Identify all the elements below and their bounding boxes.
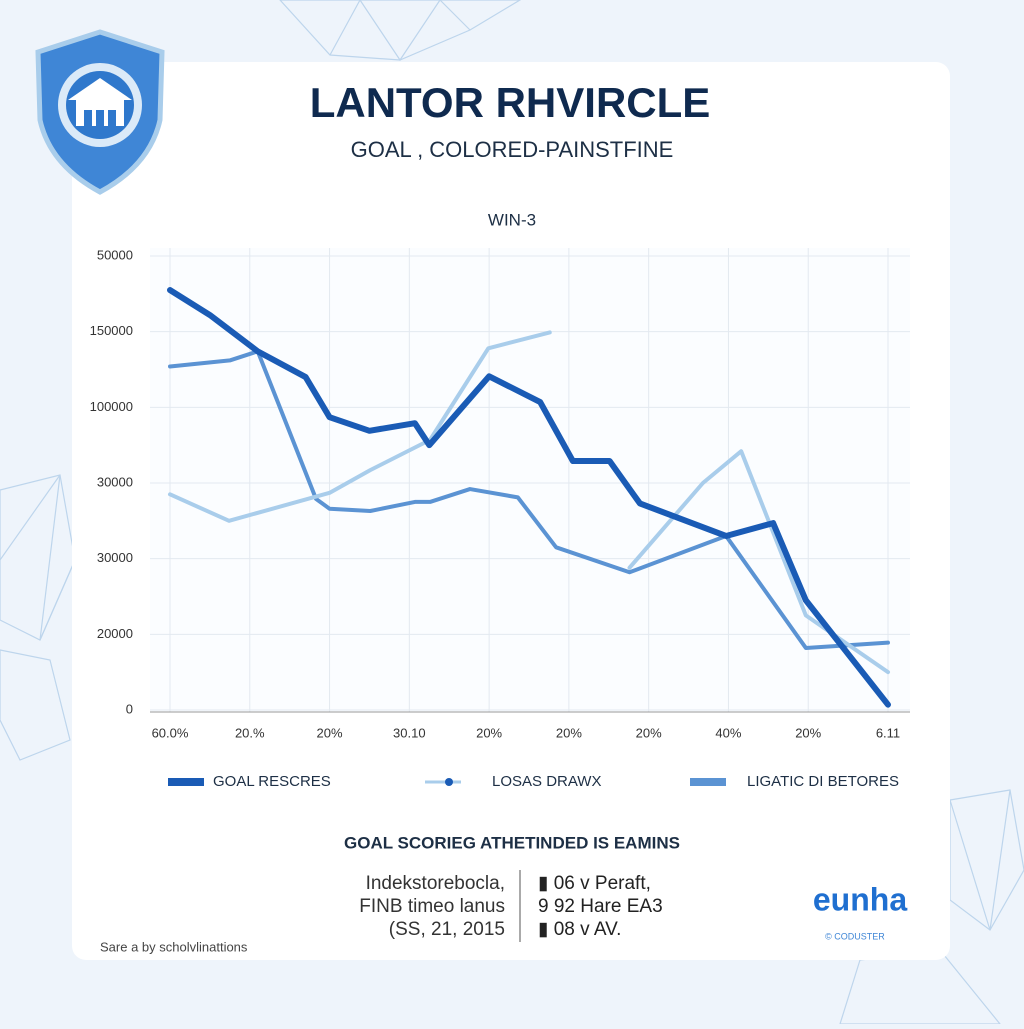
shield-logo	[35, 29, 165, 195]
plot-area	[150, 248, 910, 712]
y-tick-label: 30000	[97, 550, 133, 565]
legend-label: GOAL RESCRES	[213, 773, 331, 790]
y-tick-label: 0	[126, 701, 133, 716]
x-tick-label: 20%	[795, 725, 821, 740]
brand-logo: eunha	[813, 881, 907, 917]
footer-left: FINB timeo lanus	[359, 896, 505, 917]
y-tick-label: 150000	[90, 323, 133, 338]
chart-title: WIN-3	[488, 210, 536, 229]
legend-label: LIGATIC DI BETORES	[747, 773, 899, 790]
brand-sub: © CODUSTER	[825, 931, 885, 941]
y-tick-label: 20000	[97, 626, 133, 641]
x-tick-label: 20%	[556, 725, 582, 740]
footer-left: (SS, 21, 2015	[389, 919, 505, 940]
title: LANTOR RHVIRCLE	[310, 79, 711, 126]
legend-marker	[445, 778, 453, 786]
x-tick-label: 60.0%	[152, 725, 189, 740]
x-tick-label: 6.11	[876, 725, 900, 740]
footer-heading: GOAL SCORIEG ATHETINDED IS EAMINS	[344, 833, 680, 852]
legend: GOAL RESCRES LOSAS DRAWX LIGATIC DI BETORE…	[168, 773, 899, 790]
series-line	[168, 349, 890, 650]
plot: 0 20000 30000 30000 100000 150000 50000 60.0% 20…	[90, 247, 910, 740]
y-tick-label: 30000	[97, 474, 133, 489]
legend-label: LOSAS DRAWX	[492, 773, 601, 790]
series-line	[167, 287, 891, 708]
y-tick-label: 100000	[90, 399, 133, 414]
footer-right: ▮ 08 v AV.	[538, 919, 621, 940]
x-tick-label: 30.10	[393, 725, 426, 740]
x-tick-label: 20%	[317, 725, 343, 740]
x-tick-label: 20.%	[235, 725, 265, 740]
x-tick-label: 20%	[476, 725, 502, 740]
subtitle: GOAL , COLORED-PAINSTFINE	[351, 137, 674, 162]
source: Sare a by scholvlinattions	[100, 939, 248, 954]
x-tick-label: 20%	[636, 725, 662, 740]
footer-left: Indekstorebocla,	[366, 873, 505, 894]
footer-right: 9 92 Hare EA3	[538, 896, 663, 917]
x-tick-label: 40%	[715, 725, 741, 740]
y-tick-label: 50000	[97, 247, 133, 262]
footer-right: ▮ 06 v Peraft,	[538, 873, 651, 894]
